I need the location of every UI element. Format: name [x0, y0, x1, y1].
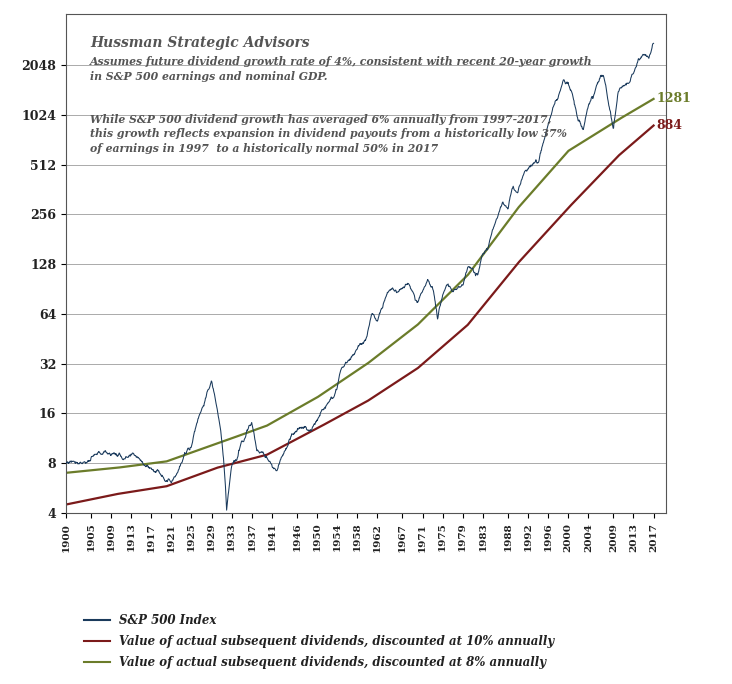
- Text: 884: 884: [656, 119, 682, 132]
- Legend: S&P 500 Index, Value of actual subsequent dividends, discounted at 10% annually,: S&P 500 Index, Value of actual subsequen…: [83, 614, 554, 670]
- Text: Assumes future dividend growth rate of 4%, consistent with recent 20-year growth: Assumes future dividend growth rate of 4…: [90, 56, 592, 81]
- Text: While S&P 500 dividend growth has averaged 6% annually from 1997-2017,
this grow: While S&P 500 dividend growth has averag…: [90, 114, 567, 154]
- Text: 1281: 1281: [656, 92, 691, 105]
- Text: Hussman Strategic Advisors: Hussman Strategic Advisors: [90, 36, 310, 50]
